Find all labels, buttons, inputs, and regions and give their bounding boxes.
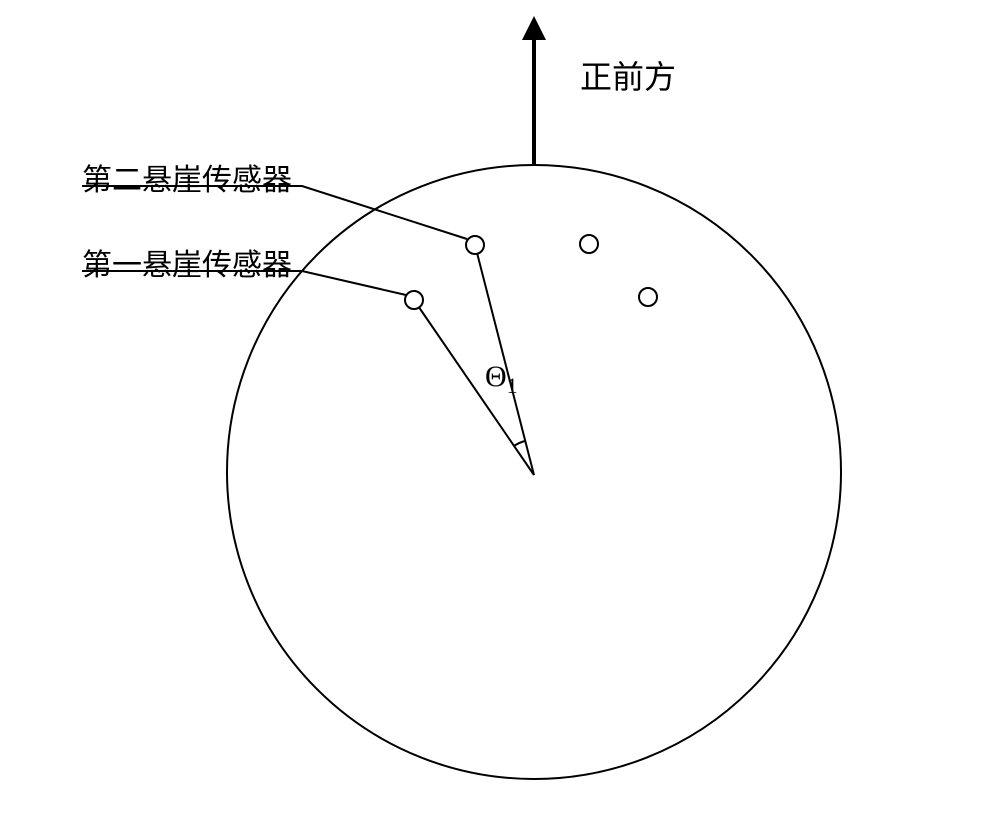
sensor-2 (466, 236, 484, 254)
forward-text: 正前方 (580, 59, 676, 95)
sensor2-label: 第二悬崖传感器 (82, 155, 292, 199)
sensor-4 (639, 288, 657, 306)
sensor1-text: 第一悬崖传感器 (82, 249, 292, 282)
forward-arrow (522, 16, 546, 165)
diagram-canvas (0, 0, 1000, 824)
angle-symbol: Θ (485, 360, 507, 393)
forward-label: 正前方 (580, 52, 676, 98)
angle-label: Θ1 (485, 360, 518, 399)
sensor1-label: 第一悬崖传感器 (82, 240, 292, 284)
sensor-1 (405, 291, 423, 309)
sensor2-text: 第二悬崖传感器 (82, 164, 292, 197)
sensor-3 (580, 235, 598, 253)
angle-subscript: 1 (507, 373, 518, 398)
